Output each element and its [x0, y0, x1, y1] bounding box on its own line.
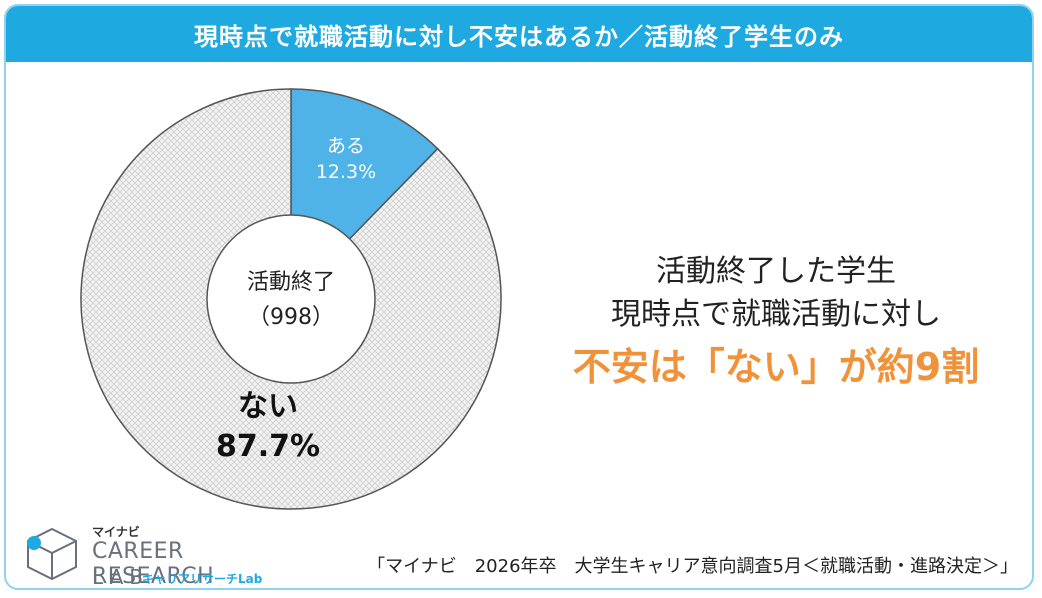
center-label-line1: 活動終了	[247, 270, 335, 295]
logo-line2: LAB	[92, 565, 150, 589]
donut-chart: 活動終了 （998） ある 12.3% ない 87.7%	[80, 88, 502, 510]
logo-brand: マイナビ	[92, 525, 140, 539]
cube-logo-icon	[27, 527, 77, 581]
donut-hole	[206, 214, 376, 384]
headline-line2: 現時点で就職活動に対し	[611, 297, 941, 332]
slice-value-nai: 87.7%	[216, 429, 320, 464]
source-note: 「マイナビ 2026年卒 大学生キャリア意向調査5月＜就職活動・進路決定＞」	[367, 556, 1018, 577]
headline-line3: 不安は「ない」が約9割	[572, 345, 980, 389]
logo-line1: CAREER RESEARCH	[92, 539, 215, 589]
headline-line1: 活動終了した学生	[656, 254, 896, 289]
logo-sub: キャリアリサーチLab	[142, 572, 263, 586]
chart-frame: 現時点で就職活動に対し不安はあるか／活動終了学生のみ 活動終了 （998） ある…	[4, 4, 1034, 590]
slice-value-aru: 12.3%	[316, 161, 376, 183]
career-research-lab-logo: マイナビ CAREER RESEARCH LAB キャリアリサーチLab	[20, 521, 300, 589]
chart-title: 現時点で就職活動に対し不安はあるか／活動終了学生のみ	[6, 6, 1032, 62]
slice-label-aru: ある	[327, 135, 365, 157]
center-label-line2: （998）	[248, 305, 334, 330]
slice-label-nai: ない	[238, 389, 298, 424]
